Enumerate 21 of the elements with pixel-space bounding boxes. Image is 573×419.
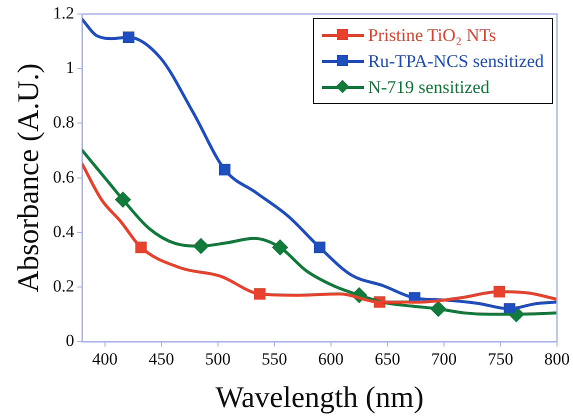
legend-label: Pristine TiO₂ NTs [368,24,496,47]
x-tick-label: 450 [148,349,174,368]
legend-label: Ru-TPA-NCS sensitized [368,50,544,73]
x-tick-label: 400 [92,349,118,368]
x-tick-label: 750 [488,349,514,368]
x-axis-title: Wavelength (nm) [215,380,424,414]
y-axis-title: Absorbance (A.U.) [12,63,45,292]
y-tick-label: 0.8 [53,112,74,132]
y-tick-label: 0.2 [53,276,74,296]
y-tick-label: 0.4 [53,222,75,241]
y-tick-label: 1 [66,58,74,78]
x-tick-label: 500 [205,349,231,368]
x-tick-label: 700 [431,349,457,368]
y-tick-label: 0 [66,331,74,350]
y-tick-label: 1.2 [53,3,74,22]
legend-label: N-719 sensitized [368,76,490,99]
x-tick-label: 550 [262,349,288,368]
x-tick-label: 650 [374,349,400,368]
x-tick-label: 800 [544,349,570,368]
y-tick-label: 0.6 [53,167,74,186]
x-tick-label: 600 [318,349,344,368]
